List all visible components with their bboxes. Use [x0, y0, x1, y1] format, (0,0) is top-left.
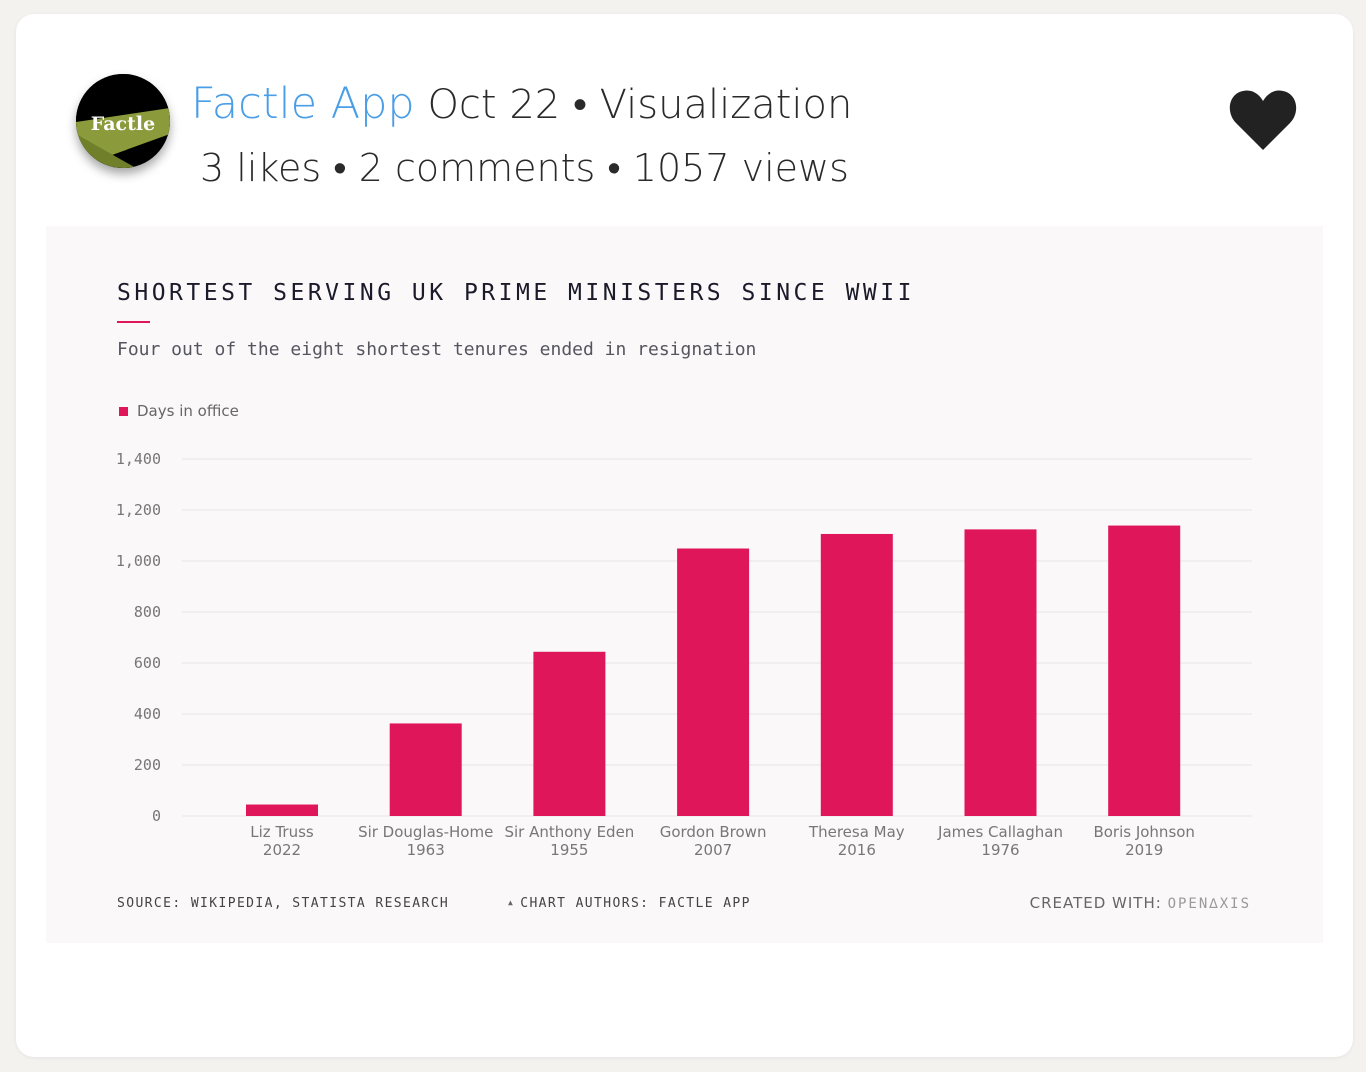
avatar[interactable]: Factle: [76, 74, 170, 168]
x-tick-label-name: Sir Douglas-Home: [358, 823, 493, 841]
y-tick-label: 400: [134, 705, 161, 723]
app-name-link[interactable]: Factle App: [191, 79, 415, 129]
post-date: Oct 22: [427, 82, 561, 128]
likes-count[interactable]: 3 likes: [200, 146, 322, 190]
bar[interactable]: [533, 651, 606, 816]
post-card: Factle Factle App Oct 22 • Visualization…: [16, 14, 1353, 1057]
views-count: 1057 views: [632, 146, 849, 190]
y-tick-label: 1,400: [116, 450, 161, 468]
x-tick-label-year: 2019: [1125, 841, 1163, 859]
bar[interactable]: [246, 804, 318, 816]
x-tick-label-name: Sir Anthony Eden: [504, 823, 634, 841]
created-with[interactable]: CREATED WITH: OPEN∆XIS: [1030, 894, 1251, 912]
bar[interactable]: [677, 548, 750, 816]
y-tick-label: 1,000: [116, 552, 161, 570]
bar[interactable]: [820, 533, 893, 816]
y-tick-label: 200: [134, 756, 161, 774]
chart-panel: SHORTEST SERVING UK PRIME MINISTERS SINC…: [46, 226, 1323, 943]
post-category[interactable]: Visualization: [599, 82, 853, 128]
legend-swatch-icon: [119, 406, 128, 416]
title-rule: [117, 321, 150, 323]
x-tick-label-name: Boris Johnson: [1093, 823, 1195, 841]
x-tick-label-year: 1976: [981, 841, 1019, 859]
like-button[interactable]: [1228, 88, 1298, 152]
y-tick-label: 600: [134, 654, 161, 672]
bar-chart: 0 200 400 600 800 1,000 1,200 1,400 Liz Truss202…: [116, 450, 1252, 859]
comments-count[interactable]: 2 comments: [358, 146, 596, 190]
y-tick-label: 1,200: [116, 501, 161, 519]
factle-logo: Factle: [76, 74, 170, 168]
avatar-logo-text: Factle: [91, 113, 155, 135]
chart-source: SOURCE: WIKIPEDIA, STATISTA RESEARCH: [117, 896, 450, 911]
created-with-label: CREATED WITH:: [1029, 894, 1162, 912]
x-tick-label-name: Liz Truss: [250, 823, 314, 841]
triangle-icon: ▲: [508, 898, 515, 907]
chart-authors-label: CHART AUTHORS: FACTLE APP: [520, 896, 751, 911]
chart-authors: ▲ CHART AUTHORS: FACTLE APP: [508, 896, 751, 911]
chart-legend[interactable]: Days in office: [119, 402, 239, 420]
separator-dot: •: [333, 146, 347, 190]
chart-title: SHORTEST SERVING UK PRIME MINISTERS SINC…: [117, 280, 915, 306]
post-stats: 3 likes • 2 comments • 1057 views: [200, 140, 849, 196]
y-tick-label: 800: [134, 603, 161, 621]
x-tick-label-year: 1963: [407, 841, 445, 859]
legend-label: Days in office: [137, 402, 239, 420]
chart-subtitle: Four out of the eight shortest tenures e…: [117, 339, 757, 360]
separator-dot: •: [607, 146, 621, 190]
x-tick-label-year: 1955: [550, 841, 588, 859]
post-header: Factle App Oct 22 • Visualization: [191, 76, 852, 133]
bar[interactable]: [1108, 525, 1181, 816]
bar[interactable]: [964, 529, 1037, 816]
x-tick-label-year: 2016: [838, 841, 876, 859]
openaxis-brand[interactable]: OPEN∆XIS: [1167, 896, 1251, 912]
heart-icon: [1229, 90, 1297, 150]
x-tick-label-name: James Callaghan: [937, 823, 1063, 841]
y-tick-label: 0: [152, 807, 161, 825]
separator-dot: •: [572, 82, 587, 128]
x-tick-label-year: 2007: [694, 841, 732, 859]
x-tick-label-name: Theresa May: [808, 823, 905, 841]
x-tick-label-year: 2022: [263, 841, 301, 859]
x-tick-label-name: Gordon Brown: [660, 823, 767, 841]
bar[interactable]: [389, 723, 462, 816]
